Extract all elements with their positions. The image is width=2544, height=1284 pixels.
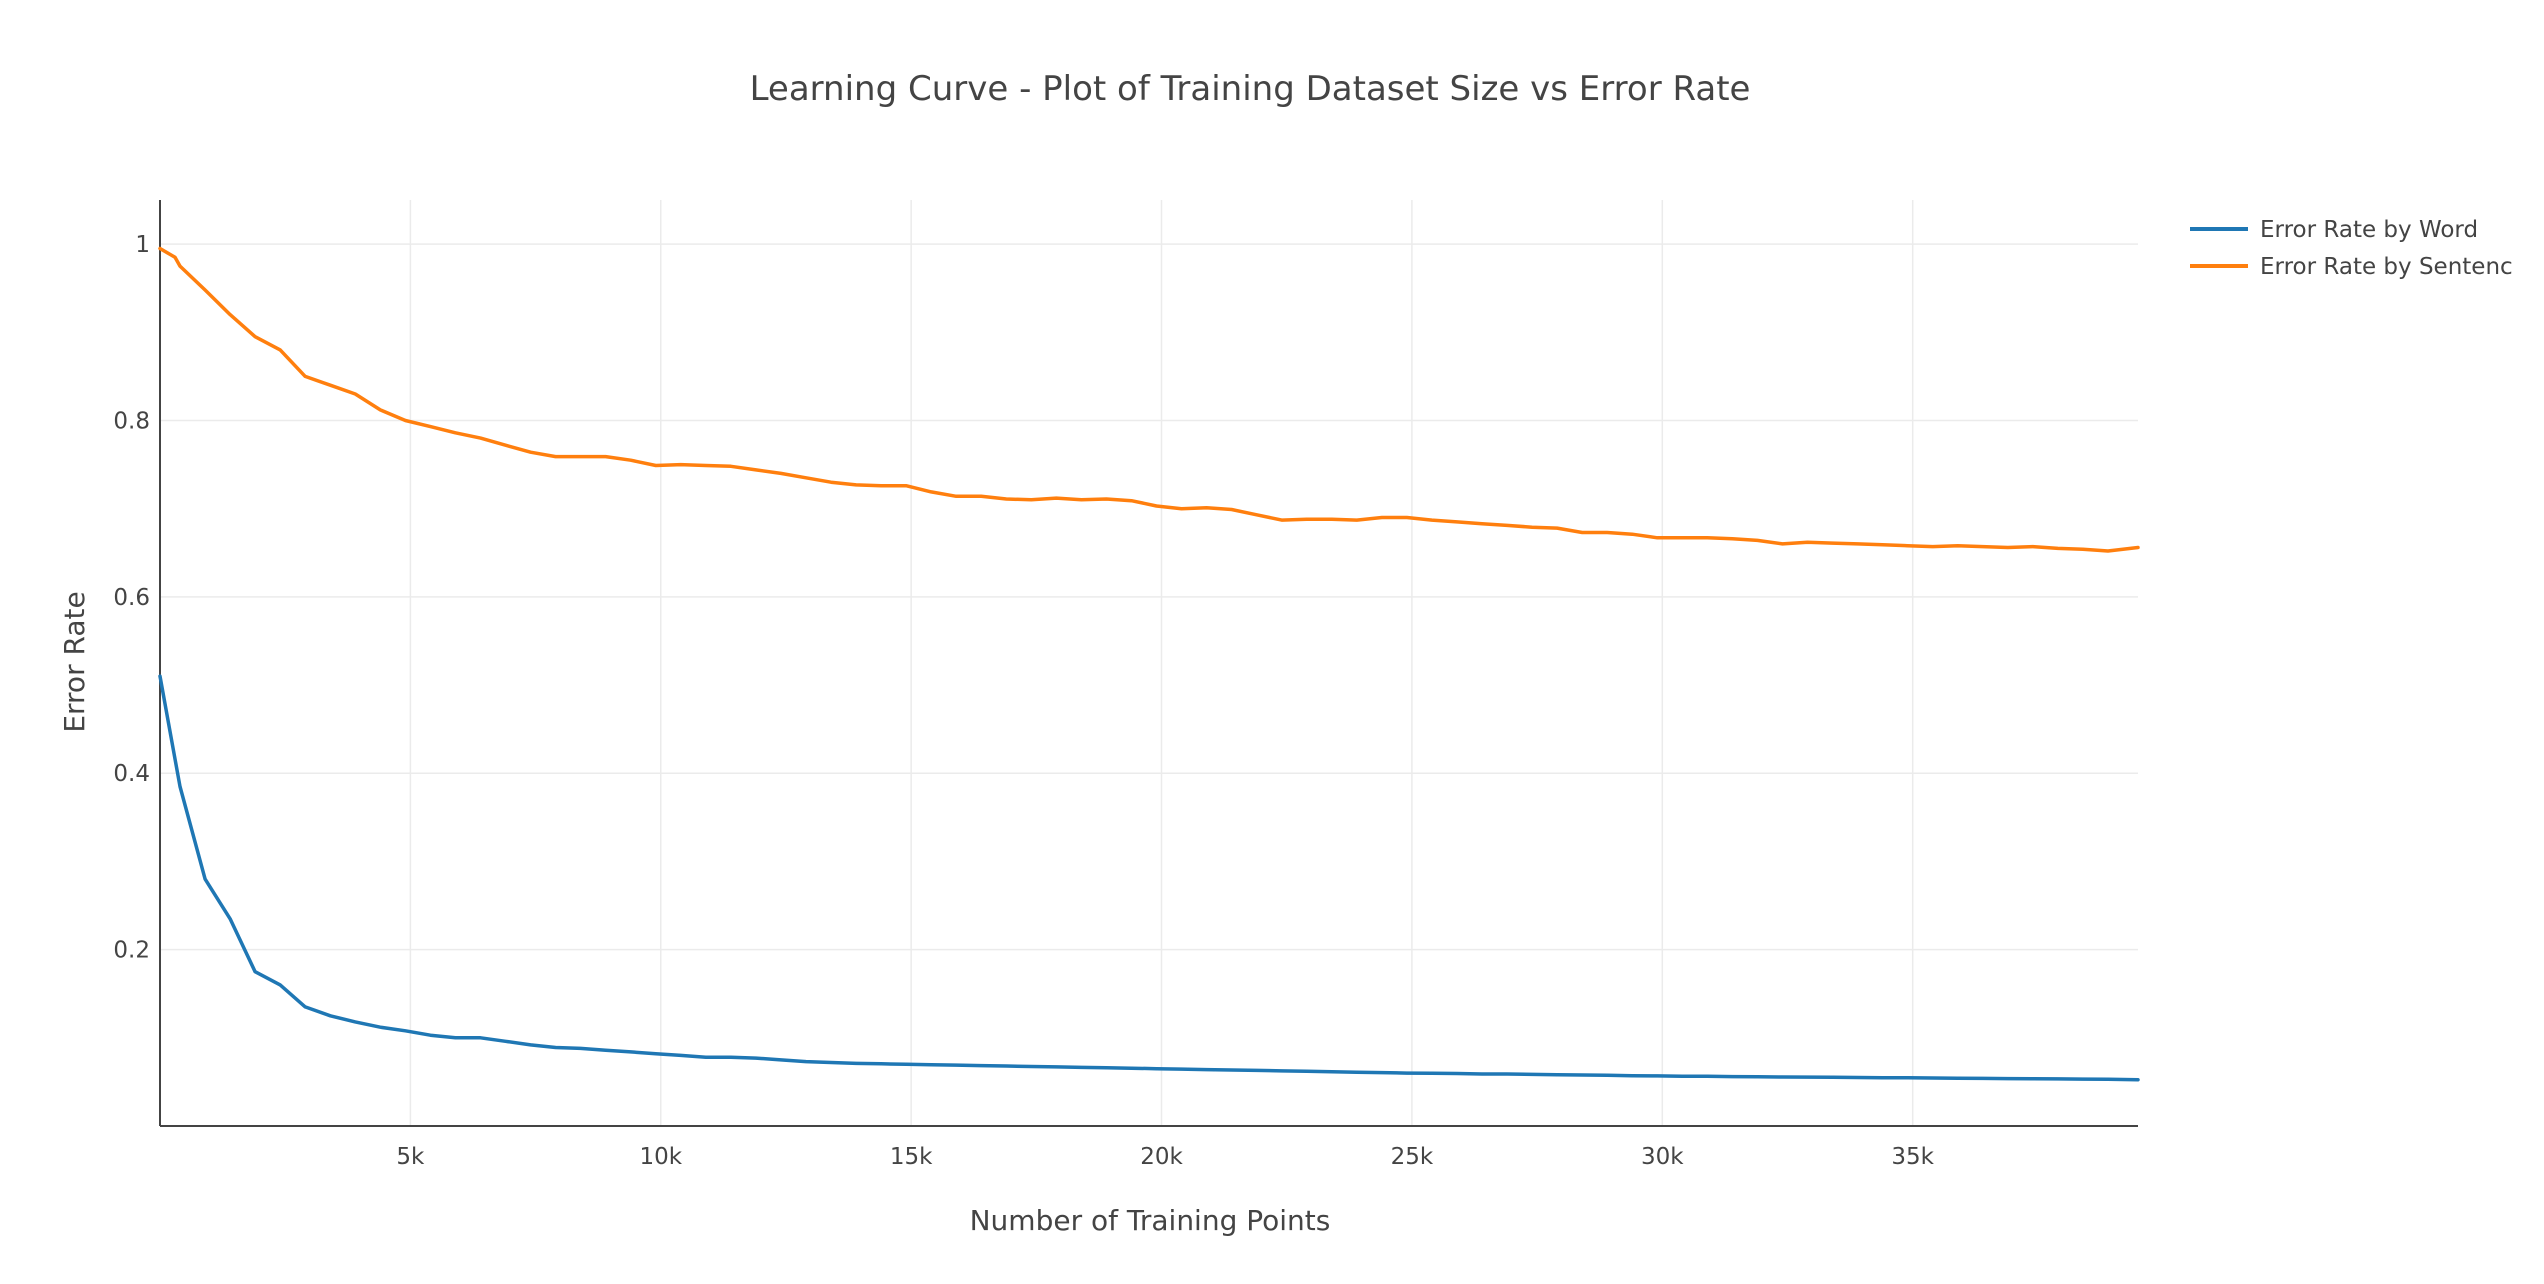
legend-item-word[interactable]: Error Rate by Word [2190,217,2478,243]
chart-title: Learning Curve - Plot of Training Datase… [750,69,1751,109]
x-tick-label: 25k [1391,1144,1434,1170]
x-tick-label: 30k [1641,1144,1684,1170]
legend-label-sentence: Error Rate by Sentenc [2260,254,2513,280]
grid-lines [160,200,2138,1126]
legend-label-word: Error Rate by Word [2260,217,2478,243]
legend[interactable]: Error Rate by Word Error Rate by Sentenc [2190,217,2513,280]
x-tick-label: 5k [396,1144,425,1170]
tick-labels: 5k 10k 15k 20k 25k 30k 35k 0.2 0.4 0.6 0.8 1 [113,232,1934,1170]
x-tick-label: 20k [1140,1144,1183,1170]
series-line-word [158,674,2140,1082]
y-tick-label: 0.8 [113,408,150,434]
axes [159,200,2138,1127]
y-tick-label: 0.2 [113,938,150,964]
x-tick-label: 35k [1891,1144,1934,1170]
x-tick-label: 10k [639,1144,682,1170]
x-axis-title: Number of Training Points [970,1204,1331,1237]
y-tick-label: 0.4 [113,761,150,787]
x-tick-label: 15k [890,1144,933,1170]
y-tick-label: 1 [135,232,150,258]
y-axis-title: Error Rate [58,591,91,732]
series-line-sentence [158,246,2140,553]
data-series [158,246,2140,1082]
y-tick-label: 0.6 [113,585,150,611]
legend-item-sentence[interactable]: Error Rate by Sentenc [2190,254,2513,280]
